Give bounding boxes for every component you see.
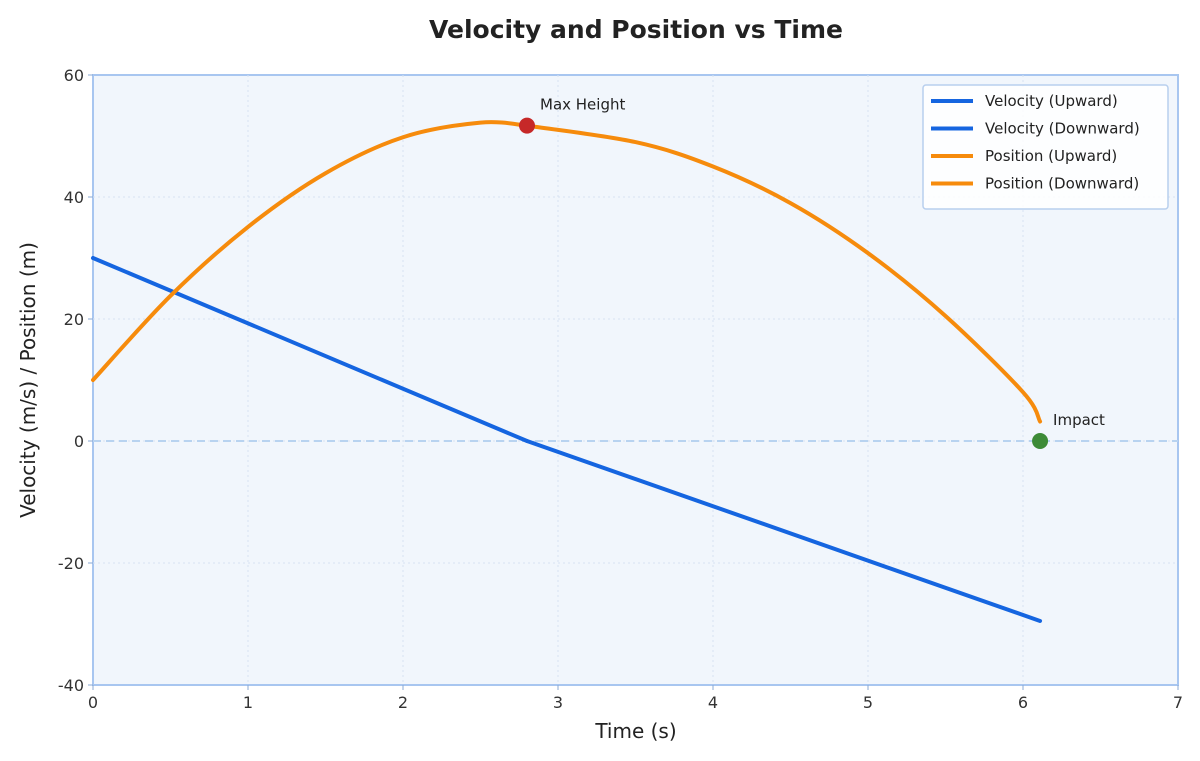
- series-line-position-upward: [91, 120, 529, 382]
- x-tick-label: 1: [243, 693, 253, 712]
- y-axis-label: Velocity (m/s) / Position (m): [16, 242, 40, 518]
- series-layer: [91, 120, 1043, 623]
- legend: Velocity (Upward) Velocity (Downward) Posi…: [922, 84, 1169, 210]
- y-tick-label: 0: [74, 432, 84, 451]
- x-tick-label: 2: [398, 693, 408, 712]
- y-tick-label: 60: [64, 66, 84, 85]
- x-tick-label: 0: [88, 693, 98, 712]
- x-tick-label: 6: [1018, 693, 1028, 712]
- x-axis-label: Time (s): [594, 719, 676, 743]
- series-line-velocity-upward: [91, 256, 529, 443]
- y-tick-label: -40: [58, 676, 84, 695]
- x-tick-label: 7: [1173, 693, 1183, 712]
- chart-title: Velocity and Position vs Time: [429, 15, 843, 44]
- legend-label: Velocity (Upward): [985, 92, 1118, 110]
- max-height-marker: [519, 117, 535, 134]
- y-tick-label: 20: [64, 310, 84, 329]
- impact-label: Impact: [1053, 411, 1105, 429]
- x-tick-label: 5: [863, 693, 873, 712]
- impact-marker: [1032, 433, 1049, 449]
- x-tick-label: 3: [553, 693, 563, 712]
- annotation-layer: Max Height Impact: [519, 96, 1105, 449]
- x-tick-label: 4: [708, 693, 718, 712]
- series-line-position-downward: [525, 123, 1043, 424]
- tick-layer: 0 1 2 3 4 5 6 7 -40 -20 0 20 40 60: [58, 66, 1183, 712]
- y-tick-label: -20: [58, 554, 84, 573]
- legend-box: [922, 84, 1169, 210]
- max-height-label: Max Height: [540, 96, 625, 114]
- legend-label: Position (Upward): [985, 147, 1117, 165]
- y-tick-label: 40: [64, 188, 84, 207]
- legend-label: Position (Downward): [985, 175, 1139, 193]
- series-line-velocity-downward: [525, 439, 1043, 623]
- legend-label: Velocity (Downward): [985, 120, 1140, 138]
- grid-layer: [93, 75, 1178, 685]
